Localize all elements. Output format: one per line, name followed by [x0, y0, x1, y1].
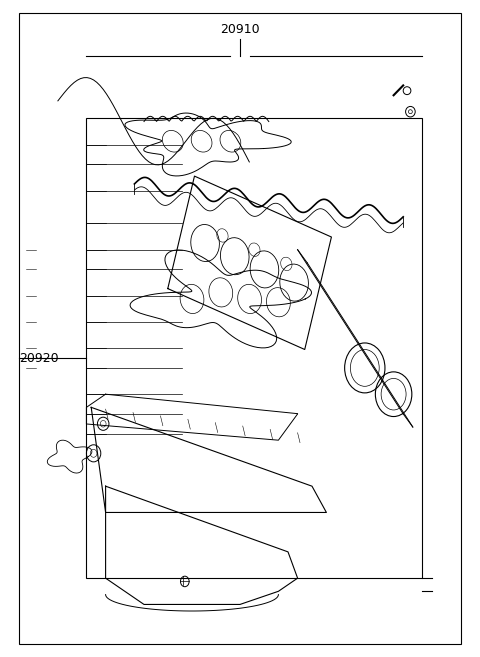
Text: 20910: 20910 — [220, 23, 260, 36]
Bar — [86, 118, 422, 578]
Text: 20920: 20920 — [19, 351, 59, 365]
